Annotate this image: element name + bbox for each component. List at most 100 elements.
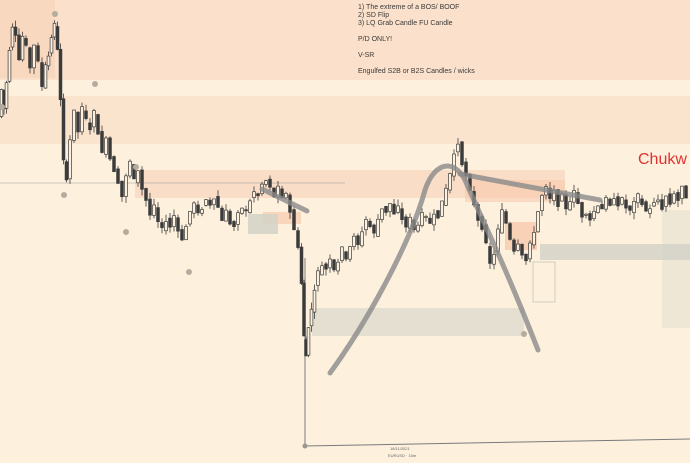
candle-body bbox=[656, 199, 660, 203]
candle-body bbox=[76, 111, 80, 133]
supply-zone-right bbox=[465, 180, 565, 202]
candle-body bbox=[64, 161, 69, 181]
candle-body bbox=[46, 55, 51, 67]
candle-body bbox=[508, 223, 512, 240]
candle-body bbox=[96, 114, 100, 135]
candles bbox=[0, 20, 688, 358]
base-dot bbox=[302, 443, 308, 449]
candle-body bbox=[340, 246, 344, 261]
candle-body bbox=[512, 239, 516, 252]
candle-body bbox=[676, 192, 680, 201]
candle-body bbox=[302, 282, 306, 337]
candle-body bbox=[532, 232, 536, 246]
candle-body bbox=[55, 26, 60, 50]
candle-body bbox=[516, 243, 520, 251]
candle-body bbox=[312, 289, 317, 313]
candle-body bbox=[492, 254, 496, 265]
candle-body bbox=[680, 185, 684, 200]
candle-body bbox=[392, 203, 396, 215]
swing-dot bbox=[521, 331, 527, 337]
candle-body bbox=[488, 246, 492, 264]
candle-body bbox=[152, 204, 156, 216]
candle-body bbox=[100, 131, 104, 153]
candle-body bbox=[36, 45, 40, 62]
candle-body bbox=[43, 64, 48, 89]
candle-body bbox=[648, 208, 652, 214]
note-line-5: V-SR bbox=[358, 52, 375, 59]
candle-body bbox=[416, 224, 420, 232]
candle-body bbox=[172, 215, 176, 227]
candle-body bbox=[248, 200, 252, 214]
candle-body bbox=[660, 199, 664, 210]
candle-body bbox=[444, 187, 448, 206]
zones bbox=[0, 0, 690, 336]
candle-body bbox=[372, 224, 376, 234]
candle-body bbox=[348, 246, 352, 260]
candle-body bbox=[404, 216, 408, 228]
swing-dot bbox=[133, 164, 139, 170]
candle-body bbox=[132, 164, 136, 180]
candle-body bbox=[188, 210, 192, 225]
demand-zone-b bbox=[312, 308, 524, 336]
candle-body bbox=[504, 211, 508, 224]
candle-body bbox=[144, 188, 148, 201]
candle-body bbox=[80, 106, 84, 133]
candle-body bbox=[24, 38, 28, 46]
x-axis-symbol-label: EURUSD · 15m bbox=[388, 453, 417, 458]
candle-body bbox=[28, 47, 32, 69]
candle-body bbox=[292, 209, 296, 231]
candle-body bbox=[49, 37, 54, 54]
candle-body bbox=[620, 197, 624, 205]
candle-body bbox=[536, 211, 540, 233]
candle-body bbox=[320, 265, 324, 276]
hand-drawn-trendline-left bbox=[259, 186, 310, 214]
candle-body bbox=[84, 110, 88, 119]
candle-body bbox=[432, 213, 436, 226]
candle-body bbox=[380, 208, 384, 220]
candle-body bbox=[204, 199, 208, 206]
demand-zone-edge bbox=[662, 210, 690, 328]
candle-body bbox=[164, 221, 168, 232]
candle-body bbox=[332, 259, 336, 271]
candle-body bbox=[88, 122, 92, 131]
candle-body bbox=[212, 198, 216, 206]
candle-body bbox=[420, 212, 424, 226]
candle-body bbox=[268, 178, 272, 188]
candle-body bbox=[400, 208, 404, 220]
supply-zone-top bbox=[0, 0, 690, 80]
candle-body bbox=[180, 229, 184, 241]
candle-body bbox=[568, 201, 572, 211]
candle-body bbox=[10, 26, 15, 48]
candle-body bbox=[176, 217, 180, 232]
candle-body bbox=[588, 213, 592, 221]
candle-body bbox=[424, 216, 428, 218]
candle-body bbox=[160, 222, 164, 228]
candle-body bbox=[360, 231, 364, 247]
supply-zone-mid bbox=[0, 96, 690, 144]
candle-body bbox=[148, 198, 152, 216]
candle-body bbox=[528, 242, 532, 260]
candle-body bbox=[628, 205, 632, 211]
candle-body bbox=[299, 246, 304, 284]
note-line-3: 3) LQ Grab Candle FU Candle bbox=[358, 20, 453, 27]
candle-body bbox=[612, 198, 616, 206]
candle-body bbox=[672, 193, 676, 204]
candle-body bbox=[668, 193, 672, 205]
candle-body bbox=[13, 26, 18, 36]
candle-body bbox=[120, 180, 124, 198]
candle-body bbox=[608, 198, 612, 206]
candle-body bbox=[616, 196, 620, 207]
base-line bbox=[304, 438, 690, 447]
candle-body bbox=[244, 209, 248, 212]
candle-body bbox=[344, 251, 348, 260]
candle-body bbox=[136, 170, 140, 184]
note-line-6: Engulfed S2B or B2S Candles / wicks bbox=[358, 68, 475, 75]
candle-body bbox=[20, 35, 25, 61]
candle-body bbox=[196, 204, 200, 214]
watermark-text: Chukw bbox=[638, 151, 687, 168]
candle-body bbox=[604, 197, 608, 210]
candle-body bbox=[584, 213, 588, 216]
candle-body bbox=[4, 82, 9, 109]
candle-body bbox=[296, 230, 300, 248]
